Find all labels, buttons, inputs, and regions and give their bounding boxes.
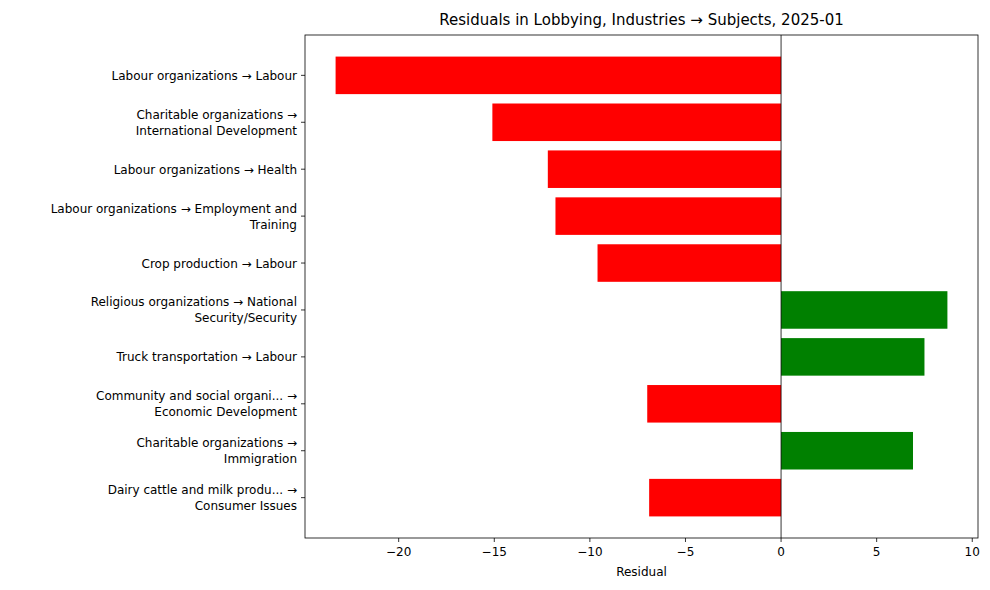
x-tick [781, 538, 782, 542]
y-tick-label: Labour organizations → Health [114, 163, 297, 177]
bar [492, 104, 781, 142]
y-tick-label: Labour organizations → Labour [112, 69, 298, 83]
y-tick [301, 169, 305, 170]
x-tick-label: 0 [777, 545, 785, 559]
y-tick [301, 122, 305, 123]
y-tick [301, 263, 305, 264]
y-tick-label: Dairy cattle and milk produ... →Consumer… [108, 483, 297, 513]
chart-container: Residuals in Lobbying, Industries → Subj… [0, 0, 990, 590]
bars [336, 57, 948, 517]
bar [548, 150, 781, 188]
bar [647, 385, 781, 423]
x-tick-label: −10 [577, 545, 602, 559]
chart-title: Residuals in Lobbying, Industries → Subj… [439, 11, 844, 29]
baseline-line [781, 35, 782, 538]
y-tick [301, 403, 305, 404]
bar [781, 432, 913, 470]
bar [555, 197, 781, 235]
x-tick-label: −15 [482, 545, 507, 559]
y-tick [301, 356, 305, 357]
y-tick [301, 450, 305, 451]
x-tick [972, 538, 973, 542]
y-tick [301, 216, 305, 217]
x-axis-label: Residual [616, 565, 667, 579]
chart-svg: Residuals in Lobbying, Industries → Subj… [0, 0, 990, 590]
x-tick [876, 538, 877, 542]
y-tick-label: Labour organizations → Employment andTra… [51, 202, 297, 232]
x-tick [398, 538, 399, 542]
y-tick [301, 75, 305, 76]
bar [649, 479, 781, 517]
x-tick-label: 10 [965, 545, 980, 559]
y-tick-label: Truck transportation → Labour [116, 350, 298, 364]
y-tick-label: Religious organizations → NationalSecuri… [91, 295, 297, 325]
y-tick [301, 309, 305, 310]
y-tick-label: Charitable organizations →International … [136, 108, 297, 138]
y-tick-label: Charitable organizations →Immigration [136, 436, 297, 466]
bar [336, 57, 781, 95]
x-tick [494, 538, 495, 542]
x-tick-label: −20 [386, 545, 411, 559]
y-tick-label: Community and social organi... →Economic… [96, 389, 297, 419]
bar [781, 338, 924, 376]
bar [598, 244, 782, 282]
x-tick-label: 5 [873, 545, 881, 559]
x-tick [589, 538, 590, 542]
x-tick [685, 538, 686, 542]
plot-frame [305, 35, 978, 538]
y-tick-label: Crop production → Labour [142, 257, 298, 271]
x-tick-label: −5 [677, 545, 695, 559]
bar [781, 291, 947, 329]
y-tick [301, 497, 305, 498]
